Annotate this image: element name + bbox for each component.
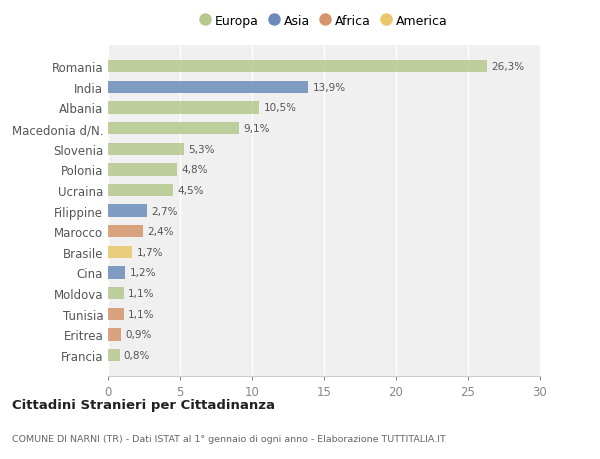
Text: 0,8%: 0,8% xyxy=(124,350,150,360)
Text: 1,1%: 1,1% xyxy=(128,288,155,298)
Text: 5,3%: 5,3% xyxy=(188,145,215,154)
Bar xyxy=(108,246,133,258)
Bar xyxy=(108,329,121,341)
Text: 9,1%: 9,1% xyxy=(244,124,270,134)
Text: 1,2%: 1,2% xyxy=(130,268,156,278)
Text: COMUNE DI NARNI (TR) - Dati ISTAT al 1° gennaio di ogni anno - Elaborazione TUTT: COMUNE DI NARNI (TR) - Dati ISTAT al 1° … xyxy=(12,434,446,442)
Text: Cittadini Stranieri per Cittadinanza: Cittadini Stranieri per Cittadinanza xyxy=(12,398,275,412)
Bar xyxy=(108,287,124,300)
Legend: Europa, Asia, Africa, America: Europa, Asia, Africa, America xyxy=(195,10,453,33)
Text: 13,9%: 13,9% xyxy=(313,83,346,93)
Text: 2,4%: 2,4% xyxy=(147,227,173,237)
Bar xyxy=(108,102,259,114)
Text: 4,5%: 4,5% xyxy=(177,185,203,196)
Text: 1,7%: 1,7% xyxy=(137,247,163,257)
Text: 2,7%: 2,7% xyxy=(151,206,178,216)
Bar xyxy=(108,349,119,361)
Bar xyxy=(108,225,143,238)
Bar xyxy=(108,164,177,176)
Bar xyxy=(108,123,239,135)
Bar xyxy=(108,61,487,73)
Text: 26,3%: 26,3% xyxy=(491,62,524,72)
Text: 1,1%: 1,1% xyxy=(128,309,155,319)
Bar xyxy=(108,308,124,320)
Text: 4,8%: 4,8% xyxy=(181,165,208,175)
Bar xyxy=(108,82,308,94)
Text: 10,5%: 10,5% xyxy=(263,103,296,113)
Text: 0,9%: 0,9% xyxy=(125,330,152,340)
Bar xyxy=(108,205,147,217)
Bar xyxy=(108,267,125,279)
Bar xyxy=(108,143,184,156)
Bar xyxy=(108,185,173,197)
